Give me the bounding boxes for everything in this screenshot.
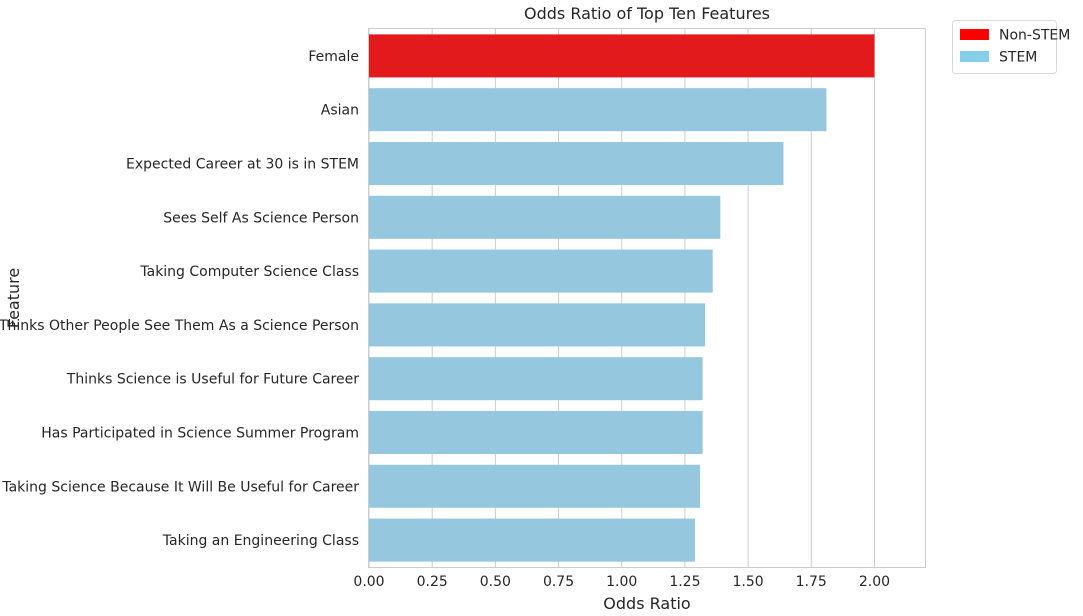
bar — [369, 249, 713, 293]
y-category-label: Thinks Science is Useful for Future Care… — [66, 372, 359, 388]
legend: Non-STEM STEM — [952, 20, 1070, 74]
y-category-label: Asian — [321, 103, 359, 119]
x-tick-label: 0.25 — [417, 574, 448, 590]
x-tick-label: 1.50 — [733, 574, 764, 590]
y-category-label: Expected Career at 30 is in STEM — [126, 157, 359, 173]
y-category-label: Taking Science Because It Will Be Useful… — [1, 479, 359, 495]
x-tick-label: 2.00 — [859, 574, 890, 590]
bar — [369, 195, 721, 239]
y-category-label: Thinks Other People See Them As a Scienc… — [0, 318, 359, 334]
y-category-label: Taking Computer Science Class — [139, 264, 359, 280]
legend-swatch — [960, 51, 989, 62]
bar — [369, 303, 706, 347]
legend-label: Non-STEM — [999, 28, 1070, 44]
x-tick-label: 1.75 — [796, 574, 827, 590]
plot-frame — [368, 28, 926, 568]
y-axis-categories: Female Asian Expected Career at 30 is in S… — [0, 49, 359, 549]
bar — [369, 141, 784, 186]
legend-swatch — [960, 29, 989, 40]
x-tick-label: 0.50 — [480, 574, 511, 590]
bar — [369, 518, 696, 562]
x-tick-label: 1.00 — [606, 574, 637, 590]
x-axis-label: Odds Ratio — [603, 594, 690, 613]
y-axis-label: Feature — [4, 268, 23, 328]
x-tick-label: 0.00 — [353, 574, 384, 590]
chart-title: Odds Ratio of Top Ten Features — [524, 4, 770, 23]
bar — [369, 88, 827, 132]
x-axis-ticks: 0.00 0.25 0.50 0.75 1.00 1.25 1.50 1.75 2.00 — [353, 574, 890, 590]
bar — [369, 464, 701, 508]
y-category-label: Female — [308, 49, 359, 65]
bar — [369, 357, 703, 401]
legend-label: STEM — [999, 50, 1037, 66]
x-tick-label: 0.75 — [543, 574, 574, 590]
x-tick-label: 1.25 — [669, 574, 700, 590]
bar — [369, 34, 875, 78]
y-category-label: Has Participated in Science Summer Progr… — [41, 426, 359, 442]
y-category-label: Sees Self As Science Person — [163, 210, 359, 226]
y-category-label: Taking an Engineering Class — [162, 533, 359, 549]
bar — [369, 410, 703, 455]
bars — [369, 34, 875, 562]
